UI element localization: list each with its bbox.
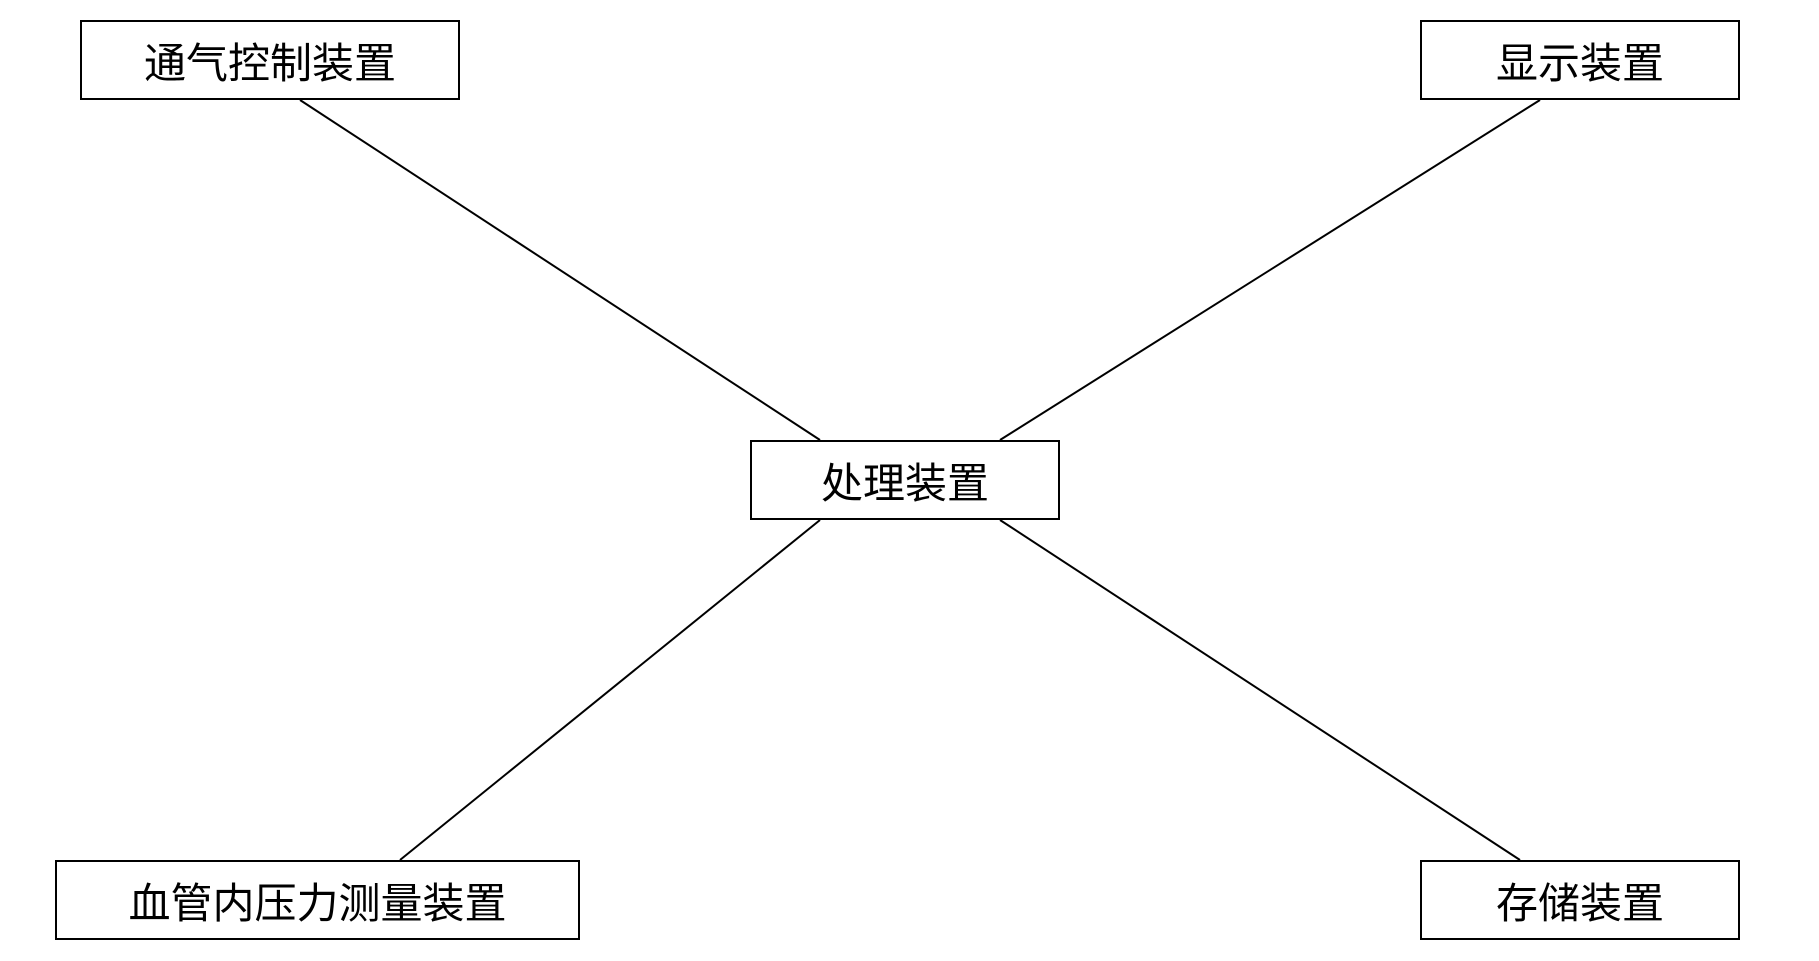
edge-display-processing: [1000, 100, 1540, 440]
edge-ventilation-processing: [300, 100, 820, 440]
node-label-display: 显示装置: [1496, 30, 1664, 91]
node-display-device: 显示装置: [1420, 20, 1740, 100]
node-storage-device: 存储装置: [1420, 860, 1740, 940]
edge-vascular-processing: [400, 520, 820, 860]
diagram-container: 通气控制装置 显示装置 处理装置 血管内压力测量装置 存储装置: [0, 0, 1819, 961]
node-vascular-pressure: 血管内压力测量装置: [55, 860, 580, 940]
node-label-ventilation: 通气控制装置: [144, 30, 396, 91]
node-label-vascular: 血管内压力测量装置: [128, 870, 506, 931]
node-processing-device: 处理装置: [750, 440, 1060, 520]
node-label-processing: 处理装置: [821, 450, 989, 511]
node-label-storage: 存储装置: [1496, 870, 1664, 931]
edge-storage-processing: [1000, 520, 1520, 860]
node-ventilation-control: 通气控制装置: [80, 20, 460, 100]
